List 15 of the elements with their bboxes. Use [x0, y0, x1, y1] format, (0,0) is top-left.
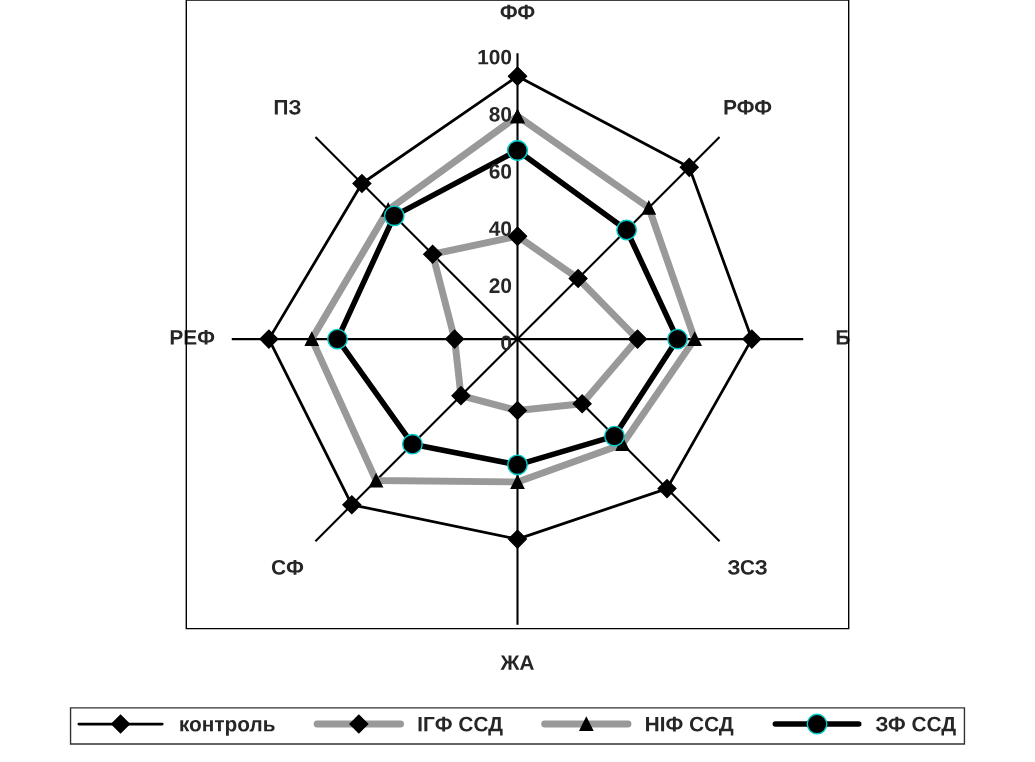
spoke-label: ЗСЗ	[727, 559, 767, 575]
y-tick-label: 100	[478, 49, 512, 65]
spoke-label: ПЗ	[274, 99, 301, 115]
y-tick-label: 80	[489, 106, 512, 122]
legend-label: контроль	[180, 720, 275, 736]
spoke-label: РФФ	[724, 100, 772, 115]
spoke-label: СФ	[271, 559, 304, 575]
legend-label: ІГФ ССД	[418, 716, 503, 736]
y-tick-label: 20	[489, 278, 512, 294]
legend-label: НІФ ССД	[646, 716, 734, 736]
spoke-label: ЖА	[500, 655, 534, 670]
spoke-label: ФФ	[500, 4, 535, 20]
y-tick-label: 60	[489, 164, 512, 179]
legend-label: ЗФ ССД	[875, 716, 956, 736]
y-tick-label: 40	[489, 221, 512, 236]
